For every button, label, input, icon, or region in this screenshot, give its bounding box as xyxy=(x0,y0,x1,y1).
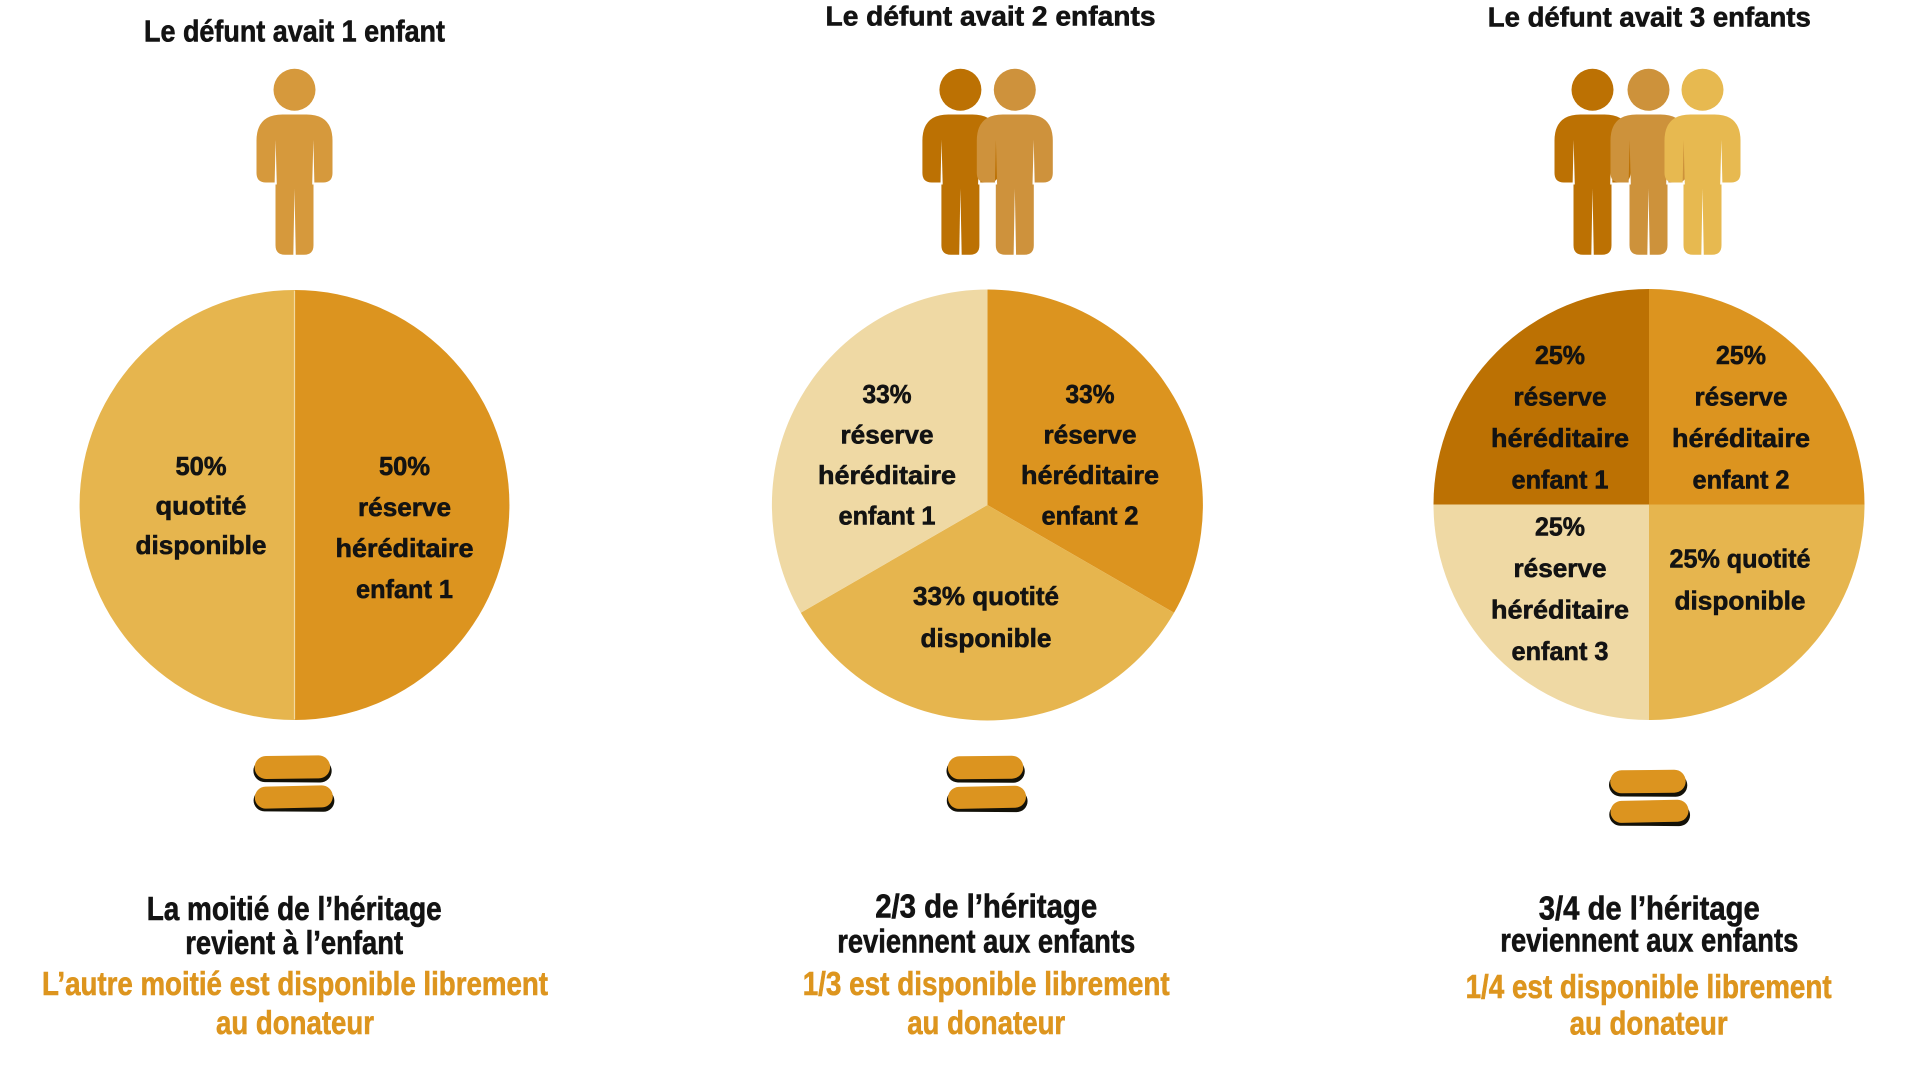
svg-text:au donateur: au donateur xyxy=(907,1004,1065,1041)
svg-text:au donateur: au donateur xyxy=(216,1004,374,1041)
svg-text:1/4 est disponible librement: 1/4 est disponible librement xyxy=(1466,968,1832,1005)
svg-text:2/3 de l’héritage: 2/3 de l’héritage xyxy=(875,888,1097,925)
svg-text:disponible: disponible xyxy=(1675,586,1806,616)
svg-text:reviennent aux enfants: reviennent aux enfants xyxy=(1500,922,1798,959)
svg-text:héréditaire: héréditaire xyxy=(1021,460,1159,490)
svg-text:quotité: quotité xyxy=(156,491,247,521)
svg-text:25%: 25% xyxy=(1535,512,1585,542)
svg-text:héréditaire: héréditaire xyxy=(336,533,474,563)
svg-text:héréditaire: héréditaire xyxy=(1491,423,1629,453)
svg-text:enfant 1: enfant 1 xyxy=(1512,465,1609,495)
svg-text:25%: 25% xyxy=(1535,340,1585,370)
svg-text:réserve: réserve xyxy=(1695,382,1788,412)
svg-text:héréditaire: héréditaire xyxy=(818,460,956,490)
svg-text:enfant 2: enfant 2 xyxy=(1693,465,1790,495)
svg-text:disponible: disponible xyxy=(136,530,267,560)
svg-text:revient à l’enfant: revient à l’enfant xyxy=(185,924,403,961)
svg-text:réserve: réserve xyxy=(1044,420,1137,450)
svg-text:réserve: réserve xyxy=(358,492,451,522)
svg-text:au donateur: au donateur xyxy=(1570,1005,1728,1042)
svg-text:héréditaire: héréditaire xyxy=(1491,595,1629,625)
svg-text:25%: 25% xyxy=(1716,340,1766,370)
svg-text:enfant 1: enfant 1 xyxy=(356,574,453,604)
svg-text:enfant 3: enfant 3 xyxy=(1512,636,1609,666)
svg-text:25% quotité: 25% quotité xyxy=(1670,544,1811,574)
svg-text:3/4 de l’héritage: 3/4 de l’héritage xyxy=(1539,889,1760,926)
svg-text:1/3 est disponible librement: 1/3 est disponible librement xyxy=(803,965,1170,1002)
svg-text:réserve: réserve xyxy=(1514,553,1607,583)
svg-text:héréditaire: héréditaire xyxy=(1672,423,1810,453)
svg-text:reviennent aux enfants: reviennent aux enfants xyxy=(837,923,1135,960)
svg-text:33% quotité: 33% quotité xyxy=(913,581,1059,611)
svg-text:La moitié de l’héritage: La moitié de l’héritage xyxy=(147,890,442,927)
svg-text:50%: 50% xyxy=(176,451,227,481)
svg-text:Le défunt avait 1 enfant: Le défunt avait 1 enfant xyxy=(144,13,445,48)
svg-text:disponible: disponible xyxy=(921,623,1052,653)
svg-text:33%: 33% xyxy=(863,379,912,409)
svg-text:50%: 50% xyxy=(379,451,430,481)
svg-text:enfant 1: enfant 1 xyxy=(839,501,936,531)
svg-text:Le défunt avait 2 enfants: Le défunt avait 2 enfants xyxy=(826,0,1156,31)
svg-text:33%: 33% xyxy=(1066,379,1115,409)
svg-text:Le défunt avait 3 enfants: Le défunt avait 3 enfants xyxy=(1488,2,1811,33)
svg-text:L’autre moitié est disponible: L’autre moitié est disponible librement xyxy=(42,965,548,1002)
svg-text:réserve: réserve xyxy=(841,420,934,450)
svg-text:enfant 2: enfant 2 xyxy=(1042,501,1139,531)
svg-text:réserve: réserve xyxy=(1514,382,1607,412)
